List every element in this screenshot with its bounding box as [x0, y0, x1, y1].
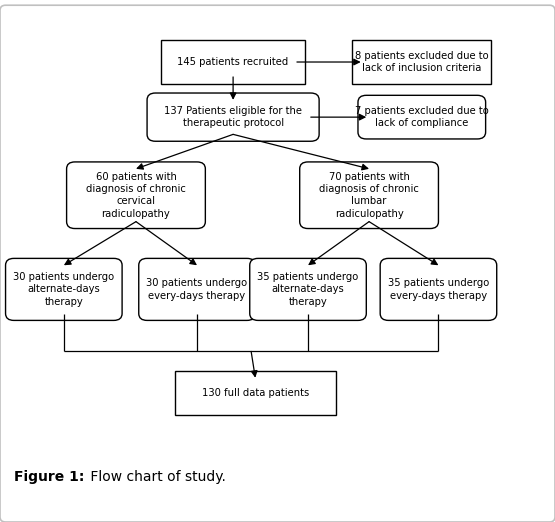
Text: 130 full data patients: 130 full data patients — [201, 388, 309, 398]
Text: 70 patients with
diagnosis of chronic
lumbar
radiculopathy: 70 patients with diagnosis of chronic lu… — [319, 172, 419, 219]
Text: 8 patients excluded due to
lack of inclusion criteria: 8 patients excluded due to lack of inclu… — [355, 51, 488, 73]
Text: 7 patients excluded due to
lack of compliance: 7 patients excluded due to lack of compl… — [355, 106, 488, 128]
FancyBboxPatch shape — [300, 162, 438, 229]
FancyBboxPatch shape — [147, 93, 319, 141]
FancyBboxPatch shape — [380, 258, 497, 321]
Text: 137 Patients eligible for the
therapeutic protocol: 137 Patients eligible for the therapeuti… — [164, 106, 302, 128]
Text: 60 patients with
diagnosis of chronic
cervical
radiculopathy: 60 patients with diagnosis of chronic ce… — [86, 172, 186, 219]
Text: Figure 1:: Figure 1: — [14, 470, 84, 484]
FancyBboxPatch shape — [358, 96, 486, 139]
FancyBboxPatch shape — [352, 40, 491, 84]
FancyBboxPatch shape — [139, 258, 255, 321]
Text: Flow chart of study.: Flow chart of study. — [86, 470, 226, 484]
Text: 35 patients undergo
every-days therapy: 35 patients undergo every-days therapy — [388, 278, 489, 301]
FancyBboxPatch shape — [67, 162, 205, 229]
Text: 30 patients undergo
alternate-days
therapy: 30 patients undergo alternate-days thera… — [13, 272, 114, 307]
FancyBboxPatch shape — [250, 258, 366, 321]
Text: 30 patients undergo
every-days therapy: 30 patients undergo every-days therapy — [147, 278, 248, 301]
FancyBboxPatch shape — [175, 371, 336, 414]
Text: 35 patients undergo
alternate-days
therapy: 35 patients undergo alternate-days thera… — [258, 272, 359, 307]
FancyBboxPatch shape — [161, 40, 305, 84]
FancyBboxPatch shape — [6, 258, 122, 321]
Text: 145 patients recruited: 145 patients recruited — [178, 57, 289, 67]
